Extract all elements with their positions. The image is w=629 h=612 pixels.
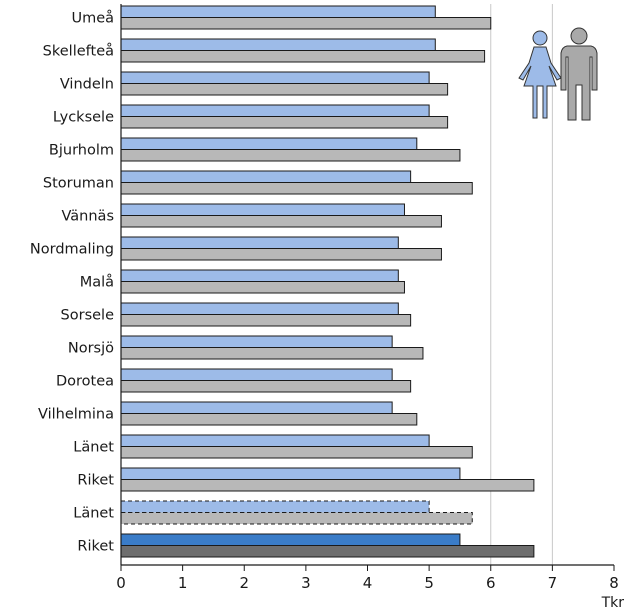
category-label: Storuman	[43, 176, 114, 192]
bar-men	[120, 380, 412, 393]
bar-women	[120, 137, 418, 150]
bar-women	[120, 38, 436, 51]
category-label: Bjurholm	[49, 143, 114, 159]
bar-women	[120, 203, 405, 216]
bar-men	[120, 413, 418, 426]
x-tick-label: 7	[548, 574, 558, 592]
category-label: Länet	[73, 506, 114, 522]
x-unit-label: Tkr	[601, 595, 625, 611]
bar-men	[120, 50, 486, 63]
bar-men	[120, 83, 449, 96]
category-label: Lycksele	[53, 110, 114, 126]
bar-women	[120, 236, 399, 249]
category-label: Sorsele	[61, 308, 115, 324]
legend	[518, 27, 598, 121]
category-label: Umeå	[71, 10, 114, 27]
category-label: Vännäs	[62, 209, 115, 225]
bar-women	[120, 434, 430, 447]
category-label: Malå	[80, 274, 114, 291]
category-label: Vindeln	[60, 77, 114, 93]
bar-women	[120, 71, 430, 84]
x-tick-label: 0	[116, 574, 126, 592]
category-label: Norsjö	[68, 341, 114, 357]
x-tick-label: 8	[609, 574, 619, 592]
bar-men	[120, 182, 473, 195]
x-axis: 0 1 2 3 4 5 6 7 8 Tkr	[116, 4, 624, 611]
bar-women	[120, 368, 393, 381]
bar-men	[120, 314, 412, 327]
bar-women	[120, 533, 461, 546]
category-label: Riket	[77, 539, 114, 555]
bar-men	[120, 545, 535, 558]
bar-men	[120, 347, 424, 360]
x-tick-label: 3	[301, 574, 311, 592]
bar-women	[120, 269, 399, 282]
bar-women	[120, 500, 430, 513]
category-label: Skellefteå	[43, 43, 114, 60]
bar-men	[120, 248, 442, 261]
bar-men	[120, 512, 473, 525]
bar-men	[120, 479, 535, 492]
bar-men	[120, 149, 461, 162]
bar-women	[120, 335, 393, 348]
bar-women	[120, 302, 399, 315]
x-tick-label: 2	[239, 574, 249, 592]
x-tick-label: 5	[424, 574, 434, 592]
bar-women	[120, 5, 436, 18]
bar-women	[120, 170, 412, 183]
x-tick-label: 6	[486, 574, 496, 592]
x-tick-label: 1	[178, 574, 188, 592]
bar-men	[120, 116, 449, 129]
bars	[120, 5, 535, 558]
bar-men	[120, 17, 492, 30]
bar-women	[120, 104, 430, 117]
bar-men	[120, 281, 405, 294]
category-label: Länet	[73, 440, 114, 456]
category-label: Riket	[77, 473, 114, 489]
category-label: Nordmaling	[30, 242, 114, 258]
category-label: Vilhelmina	[38, 407, 114, 423]
grid-lines	[490, 4, 553, 565]
category-labels: Umeå Skellefteå Vindeln Lycksele Bjurholm Sto…	[30, 10, 114, 555]
bar-men	[120, 446, 473, 459]
bar-women	[120, 401, 393, 414]
bar-women	[120, 467, 461, 480]
bar-men	[120, 215, 442, 228]
category-label: Dorotea	[56, 374, 114, 390]
x-tick-label: 4	[363, 574, 373, 592]
man-icon	[560, 27, 598, 121]
woman-icon	[518, 30, 562, 119]
